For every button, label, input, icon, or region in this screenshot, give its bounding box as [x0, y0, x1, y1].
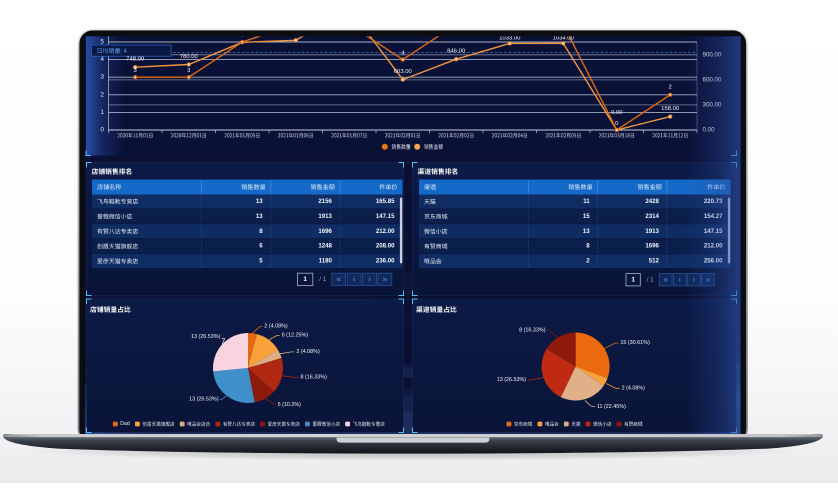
- svg-text:6: 6: [259, 243, 263, 250]
- svg-text:2 (4.08%): 2 (4.08%): [296, 349, 320, 355]
- svg-text:780.00: 780.00: [180, 54, 199, 60]
- svg-text:13: 13: [256, 198, 263, 205]
- svg-text:3: 3: [134, 68, 138, 74]
- svg-text:8: 8: [586, 243, 590, 250]
- svg-text:13: 13: [583, 228, 590, 235]
- svg-text:/ 1: / 1: [647, 276, 654, 283]
- svg-text:/ 1: / 1: [319, 276, 326, 283]
- svg-text:13 (26.53%): 13 (26.53%): [191, 334, 221, 340]
- svg-text:147.15: 147.15: [376, 213, 395, 220]
- svg-text:2 (4.08%): 2 (4.08%): [264, 324, 288, 330]
- svg-text:4: 4: [101, 56, 105, 63]
- svg-text:512: 512: [649, 258, 660, 265]
- svg-text:2156: 2156: [318, 198, 332, 205]
- svg-text:6 (12.25%): 6 (12.25%): [282, 333, 309, 339]
- svg-text:208.00: 208.00: [376, 243, 395, 250]
- svg-text:8: 8: [259, 228, 263, 235]
- svg-text:8 (16.33%): 8 (16.33%): [301, 375, 328, 381]
- svg-text:5: 5: [259, 258, 263, 265]
- svg-text:›: ›: [368, 274, 371, 284]
- svg-text:‹: ‹: [353, 274, 356, 284]
- svg-text:13: 13: [256, 213, 263, 220]
- svg-text:2: 2: [101, 91, 105, 98]
- svg-text:1248: 1248: [318, 243, 332, 250]
- svg-text:2 (4.08%): 2 (4.08%): [622, 385, 646, 391]
- svg-text:1: 1: [101, 109, 105, 116]
- svg-text:1180: 1180: [319, 258, 333, 265]
- svg-text:Dad: Dad: [120, 421, 130, 427]
- svg-text:3: 3: [187, 68, 191, 74]
- svg-text:1: 1: [303, 276, 307, 283]
- svg-text:8 (16.33%): 8 (16.33%): [519, 328, 546, 334]
- svg-text:»: »: [383, 274, 388, 284]
- svg-text:0: 0: [615, 121, 619, 127]
- svg-text:236.00: 236.00: [376, 258, 395, 265]
- svg-text:1696: 1696: [645, 243, 659, 250]
- svg-text:13 (26.53%): 13 (26.53%): [189, 396, 219, 402]
- svg-text:5: 5: [241, 33, 245, 39]
- svg-text:158.00: 158.00: [661, 106, 680, 112]
- svg-text:0: 0: [101, 127, 105, 134]
- svg-text:15 (30.61%): 15 (30.61%): [620, 340, 650, 346]
- svg-text:603.00: 603.00: [394, 69, 413, 75]
- svg-text:1913: 1913: [645, 228, 659, 235]
- svg-text:2: 2: [669, 85, 672, 91]
- svg-text:0.00: 0.00: [611, 110, 623, 116]
- svg-text:2314: 2314: [645, 213, 659, 220]
- svg-text:1033.00: 1033.00: [499, 35, 521, 41]
- svg-text:«: «: [336, 274, 341, 284]
- svg-text:13 (26.53%): 13 (26.53%): [497, 377, 527, 383]
- svg-text:3: 3: [101, 74, 105, 81]
- svg-text:15: 15: [583, 213, 590, 220]
- svg-text:5: 5: [101, 39, 105, 46]
- svg-text:1: 1: [631, 276, 635, 283]
- svg-text:212.00: 212.00: [376, 228, 395, 235]
- svg-text:2: 2: [586, 258, 590, 265]
- svg-text:1696: 1696: [318, 228, 332, 235]
- svg-text:4: 4: [401, 50, 405, 56]
- svg-text:11 (22.45%): 11 (22.45%): [597, 404, 626, 410]
- svg-text:«: «: [663, 274, 668, 284]
- svg-text:‹: ‹: [678, 274, 681, 284]
- svg-text:748.00: 748.00: [126, 57, 145, 63]
- svg-text:11: 11: [583, 198, 590, 205]
- svg-text:1034.00: 1034.00: [553, 35, 575, 41]
- svg-text:5 (10.2%): 5 (10.2%): [278, 402, 302, 408]
- svg-text:1913: 1913: [318, 213, 332, 220]
- svg-text:2428: 2428: [645, 198, 659, 205]
- svg-text:846.00: 846.00: [447, 49, 466, 55]
- svg-text:165.85: 165.85: [376, 198, 395, 205]
